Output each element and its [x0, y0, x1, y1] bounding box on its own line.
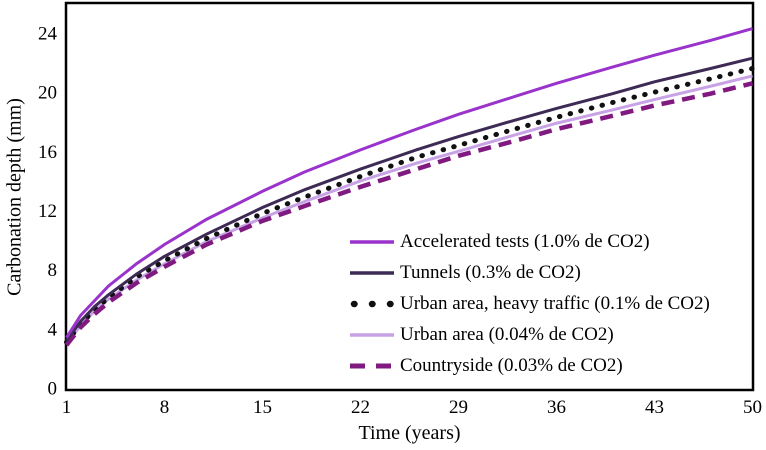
line-swatch-icon	[350, 270, 394, 275]
x-tick-label: 8	[160, 397, 170, 418]
legend-label: Urban area, heavy traffic (0.1% de CO2)	[400, 292, 710, 314]
y-axis-title: Carbonation depth (mm)	[3, 98, 26, 296]
legend-item: Countryside (0.03% de CO2)	[349, 350, 710, 381]
y-tick-label: 4	[48, 319, 58, 340]
y-tick-label: 16	[38, 142, 57, 163]
line-swatch-icon	[350, 332, 394, 337]
x-tick-label: 50	[743, 397, 762, 418]
x-axis-title: Time (years)	[358, 422, 461, 444]
plot-border	[64, 1, 755, 392]
x-tick-label: 43	[645, 397, 664, 418]
legend-label: Countryside (0.03% de CO2)	[400, 354, 623, 376]
legend-label: Urban area (0.04% de CO2)	[400, 323, 614, 345]
legend-item: Urban area, heavy traffic (0.1% de CO2)	[349, 288, 710, 319]
x-tick-label: 15	[253, 397, 272, 418]
line-swatch-icon	[350, 363, 394, 368]
legend: Accelerated tests (1.0% de CO2) Tunnels (…	[349, 226, 710, 381]
x-tick-label: 22	[351, 397, 370, 418]
legend-item: Accelerated tests (1.0% de CO2)	[349, 226, 710, 257]
series-line-1	[65, 56, 753, 342]
legend-item: Tunnels (0.3% de CO2)	[349, 257, 710, 288]
y-tick-label: 0	[48, 379, 58, 400]
x-tick-label: 36	[547, 397, 566, 418]
y-tick-label: 20	[38, 83, 57, 104]
series-line-0	[65, 27, 753, 339]
x-tick-label: 1	[62, 397, 72, 418]
legend-label: Accelerated tests (1.0% de CO2)	[400, 230, 650, 252]
legend-item: Urban area (0.04% de CO2)	[349, 319, 710, 350]
x-tick-label: 29	[449, 397, 468, 418]
y-tick-label: 12	[38, 201, 57, 222]
y-tick-label: 24	[38, 24, 58, 45]
y-tick-label: 8	[48, 260, 58, 281]
line-swatch-icon	[350, 300, 394, 307]
line-swatch-icon	[350, 239, 394, 244]
legend-label: Tunnels (0.3% de CO2)	[400, 261, 581, 283]
